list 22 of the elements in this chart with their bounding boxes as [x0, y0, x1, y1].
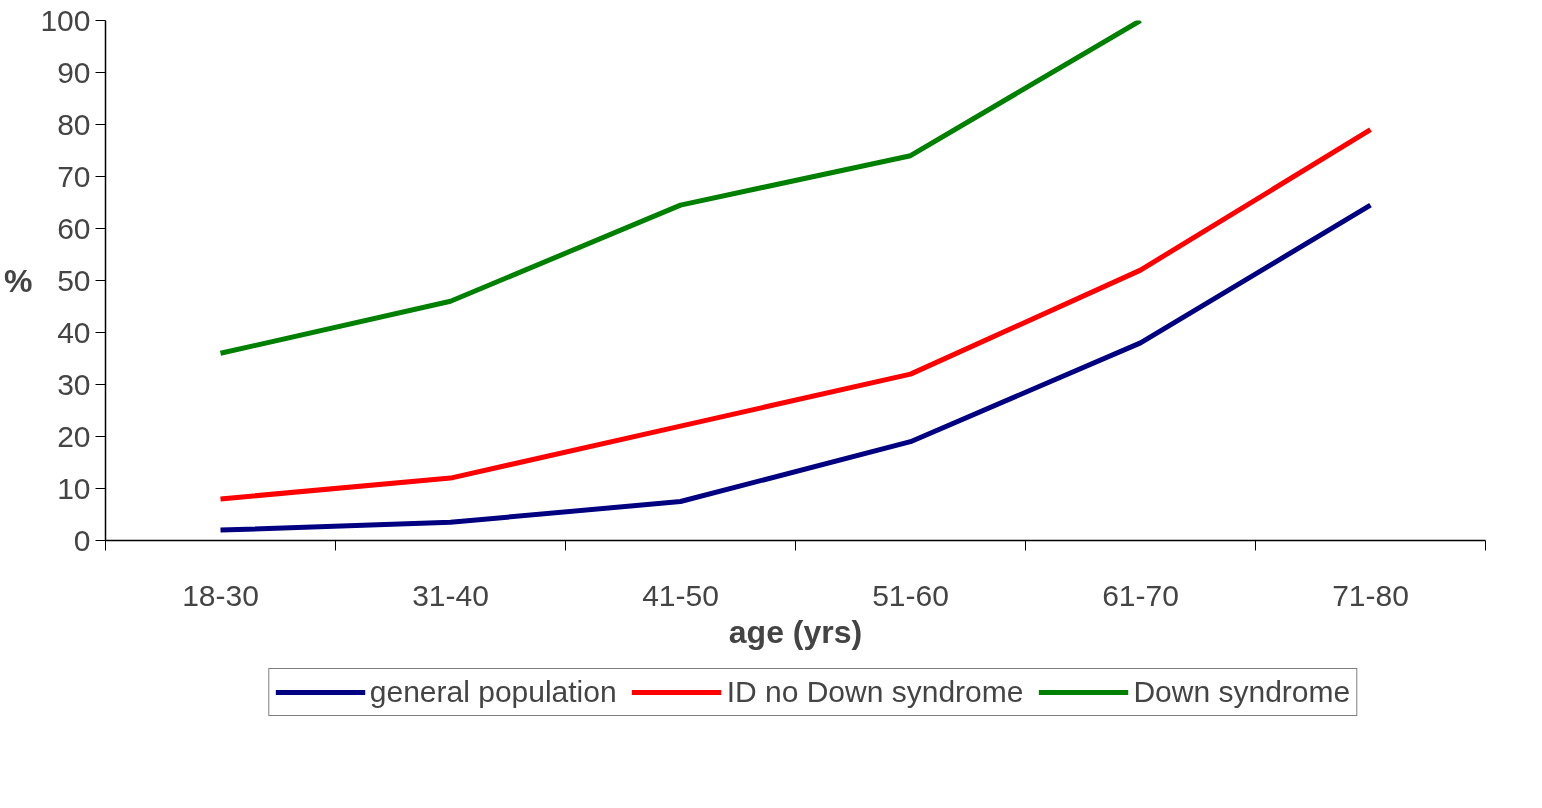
x-tick-label: 71-80: [1332, 578, 1409, 612]
y-axis-title: %: [3, 262, 33, 299]
y-tick-label: 20: [57, 419, 91, 453]
y-tick-label: 70: [57, 159, 91, 193]
y-tick-label: 50: [57, 263, 91, 297]
x-tick-label: 41-50: [642, 578, 719, 612]
y-tick-label: 10: [57, 471, 91, 505]
y-tick-label: 80: [57, 107, 91, 141]
x-tick-label: 31-40: [412, 578, 489, 612]
legend-label: Down syndrome: [1133, 675, 1351, 709]
y-tick-label: 60: [57, 211, 91, 245]
x-tick-label: 61-70: [1102, 578, 1179, 612]
x-tick-label: 18-30: [182, 578, 259, 612]
y-tick-label: 0: [73, 523, 91, 557]
y-tick-label: 100: [40, 3, 91, 37]
x-tick-label: 51-60: [872, 578, 949, 612]
y-tick-label: 40: [57, 315, 91, 349]
y-tick-label: 30: [57, 367, 91, 401]
y-tick-label: 90: [57, 55, 91, 89]
legend-label: ID no Down syndrome: [726, 675, 1024, 709]
legend-label: general population: [369, 675, 617, 709]
x-axis-title: age (yrs): [728, 613, 863, 650]
